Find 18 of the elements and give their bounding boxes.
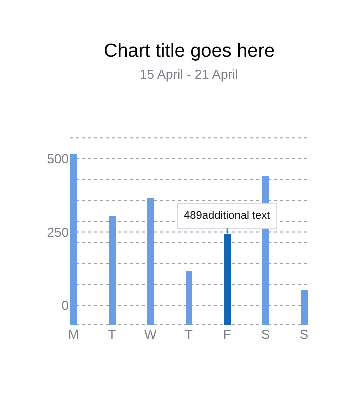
y-tick-label: 0 bbox=[62, 298, 69, 314]
chart-title: Chart title goes here bbox=[104, 41, 276, 62]
x-tick-label: S bbox=[300, 327, 309, 342]
y-tick-label: 500 bbox=[47, 152, 69, 166]
bar bbox=[301, 290, 308, 325]
x-tick-label: T bbox=[108, 327, 116, 342]
x-tick-label: S bbox=[261, 327, 270, 342]
y-tick-label: 250 bbox=[47, 224, 69, 240]
chart-subtitle: 15 April - 21 April bbox=[140, 67, 238, 82]
bar bbox=[186, 271, 192, 325]
bar bbox=[147, 198, 154, 325]
x-tick-label: F bbox=[223, 327, 232, 342]
x-tick-label: M bbox=[68, 327, 80, 342]
x-tick-label: T bbox=[185, 327, 194, 342]
bar bbox=[70, 154, 77, 325]
annotation: 489additional text bbox=[184, 210, 270, 222]
x-tick-label: W bbox=[144, 327, 158, 342]
bar bbox=[109, 216, 116, 325]
